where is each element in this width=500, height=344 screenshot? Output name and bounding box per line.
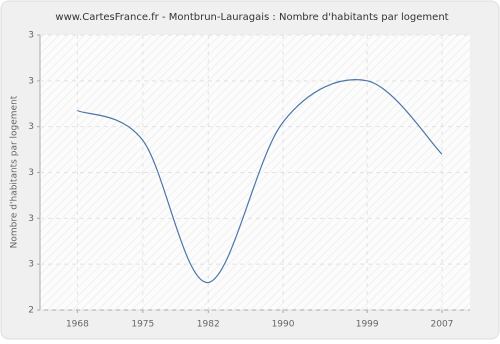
x-tick-label: 1975 [131,320,154,330]
x-tick-label: 1990 [272,320,295,330]
x-tick-label: 1999 [356,320,379,330]
y-tick-label: 3 [28,76,34,86]
y-tick-label: 2 [28,306,34,316]
y-axis-label: Nombre d'habitants par logement [10,95,20,248]
y-tick-label: 3 [28,260,34,270]
x-tick-label: 1982 [197,320,220,330]
plot-hatch [40,35,470,310]
y-tick-label: 3 [28,122,34,132]
line-series [77,79,443,284]
x-tick-label: 2007 [431,320,454,330]
y-tick-label: 3 [28,214,34,224]
x-tick-label: 1968 [66,320,89,330]
chart-title: www.CartesFrance.fr - Montbrun-Lauragais… [55,12,448,23]
y-tick-label: 3 [28,31,34,41]
y-tick-label: 3 [28,168,34,178]
